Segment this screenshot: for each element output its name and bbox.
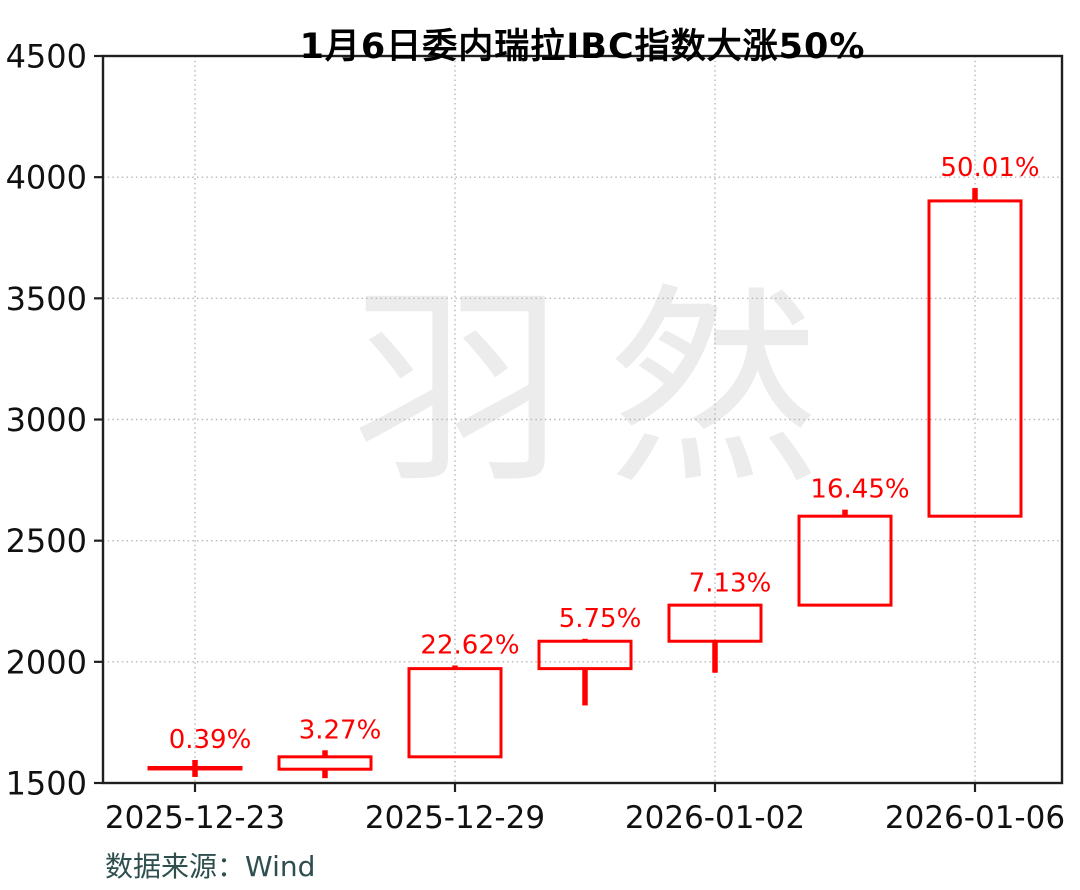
candle-body xyxy=(667,603,763,643)
pct-label: 3.27% xyxy=(299,715,382,745)
y-tick-label: 3500 xyxy=(6,280,87,318)
y-tick-label: 4500 xyxy=(6,38,87,76)
chart-title: 1月6日委内瑞拉IBC指数大涨50% xyxy=(299,27,866,67)
y-tick-label: 2000 xyxy=(6,643,87,681)
data-source-note: 数据来源：Wind xyxy=(105,850,316,883)
candle-body xyxy=(927,199,1023,518)
pct-label: 50.01% xyxy=(940,153,1039,183)
x-tick-label: 2026-01-02 xyxy=(625,800,805,836)
y-tick-label: 3000 xyxy=(6,401,87,439)
pct-label: 0.39% xyxy=(169,725,252,755)
y-tick-label: 1500 xyxy=(6,765,87,803)
candle-body xyxy=(277,755,373,771)
y-tick-label: 4000 xyxy=(6,159,87,197)
x-tick-label: 2025-12-29 xyxy=(365,800,545,836)
x-tick-label: 2026-01-06 xyxy=(885,800,1065,836)
pct-label: 7.13% xyxy=(689,569,772,599)
pct-label: 16.45% xyxy=(810,475,909,505)
candle-body xyxy=(147,765,243,771)
watermark-text: 羽然 xyxy=(352,266,864,513)
candle-body xyxy=(537,639,633,671)
y-tick-label: 2500 xyxy=(6,522,87,560)
x-tick-label: 2025-12-23 xyxy=(105,800,285,836)
candle-body xyxy=(797,514,893,607)
pct-label: 5.75% xyxy=(559,604,642,634)
candle-body xyxy=(407,667,503,759)
pct-label: 22.62% xyxy=(420,630,519,660)
